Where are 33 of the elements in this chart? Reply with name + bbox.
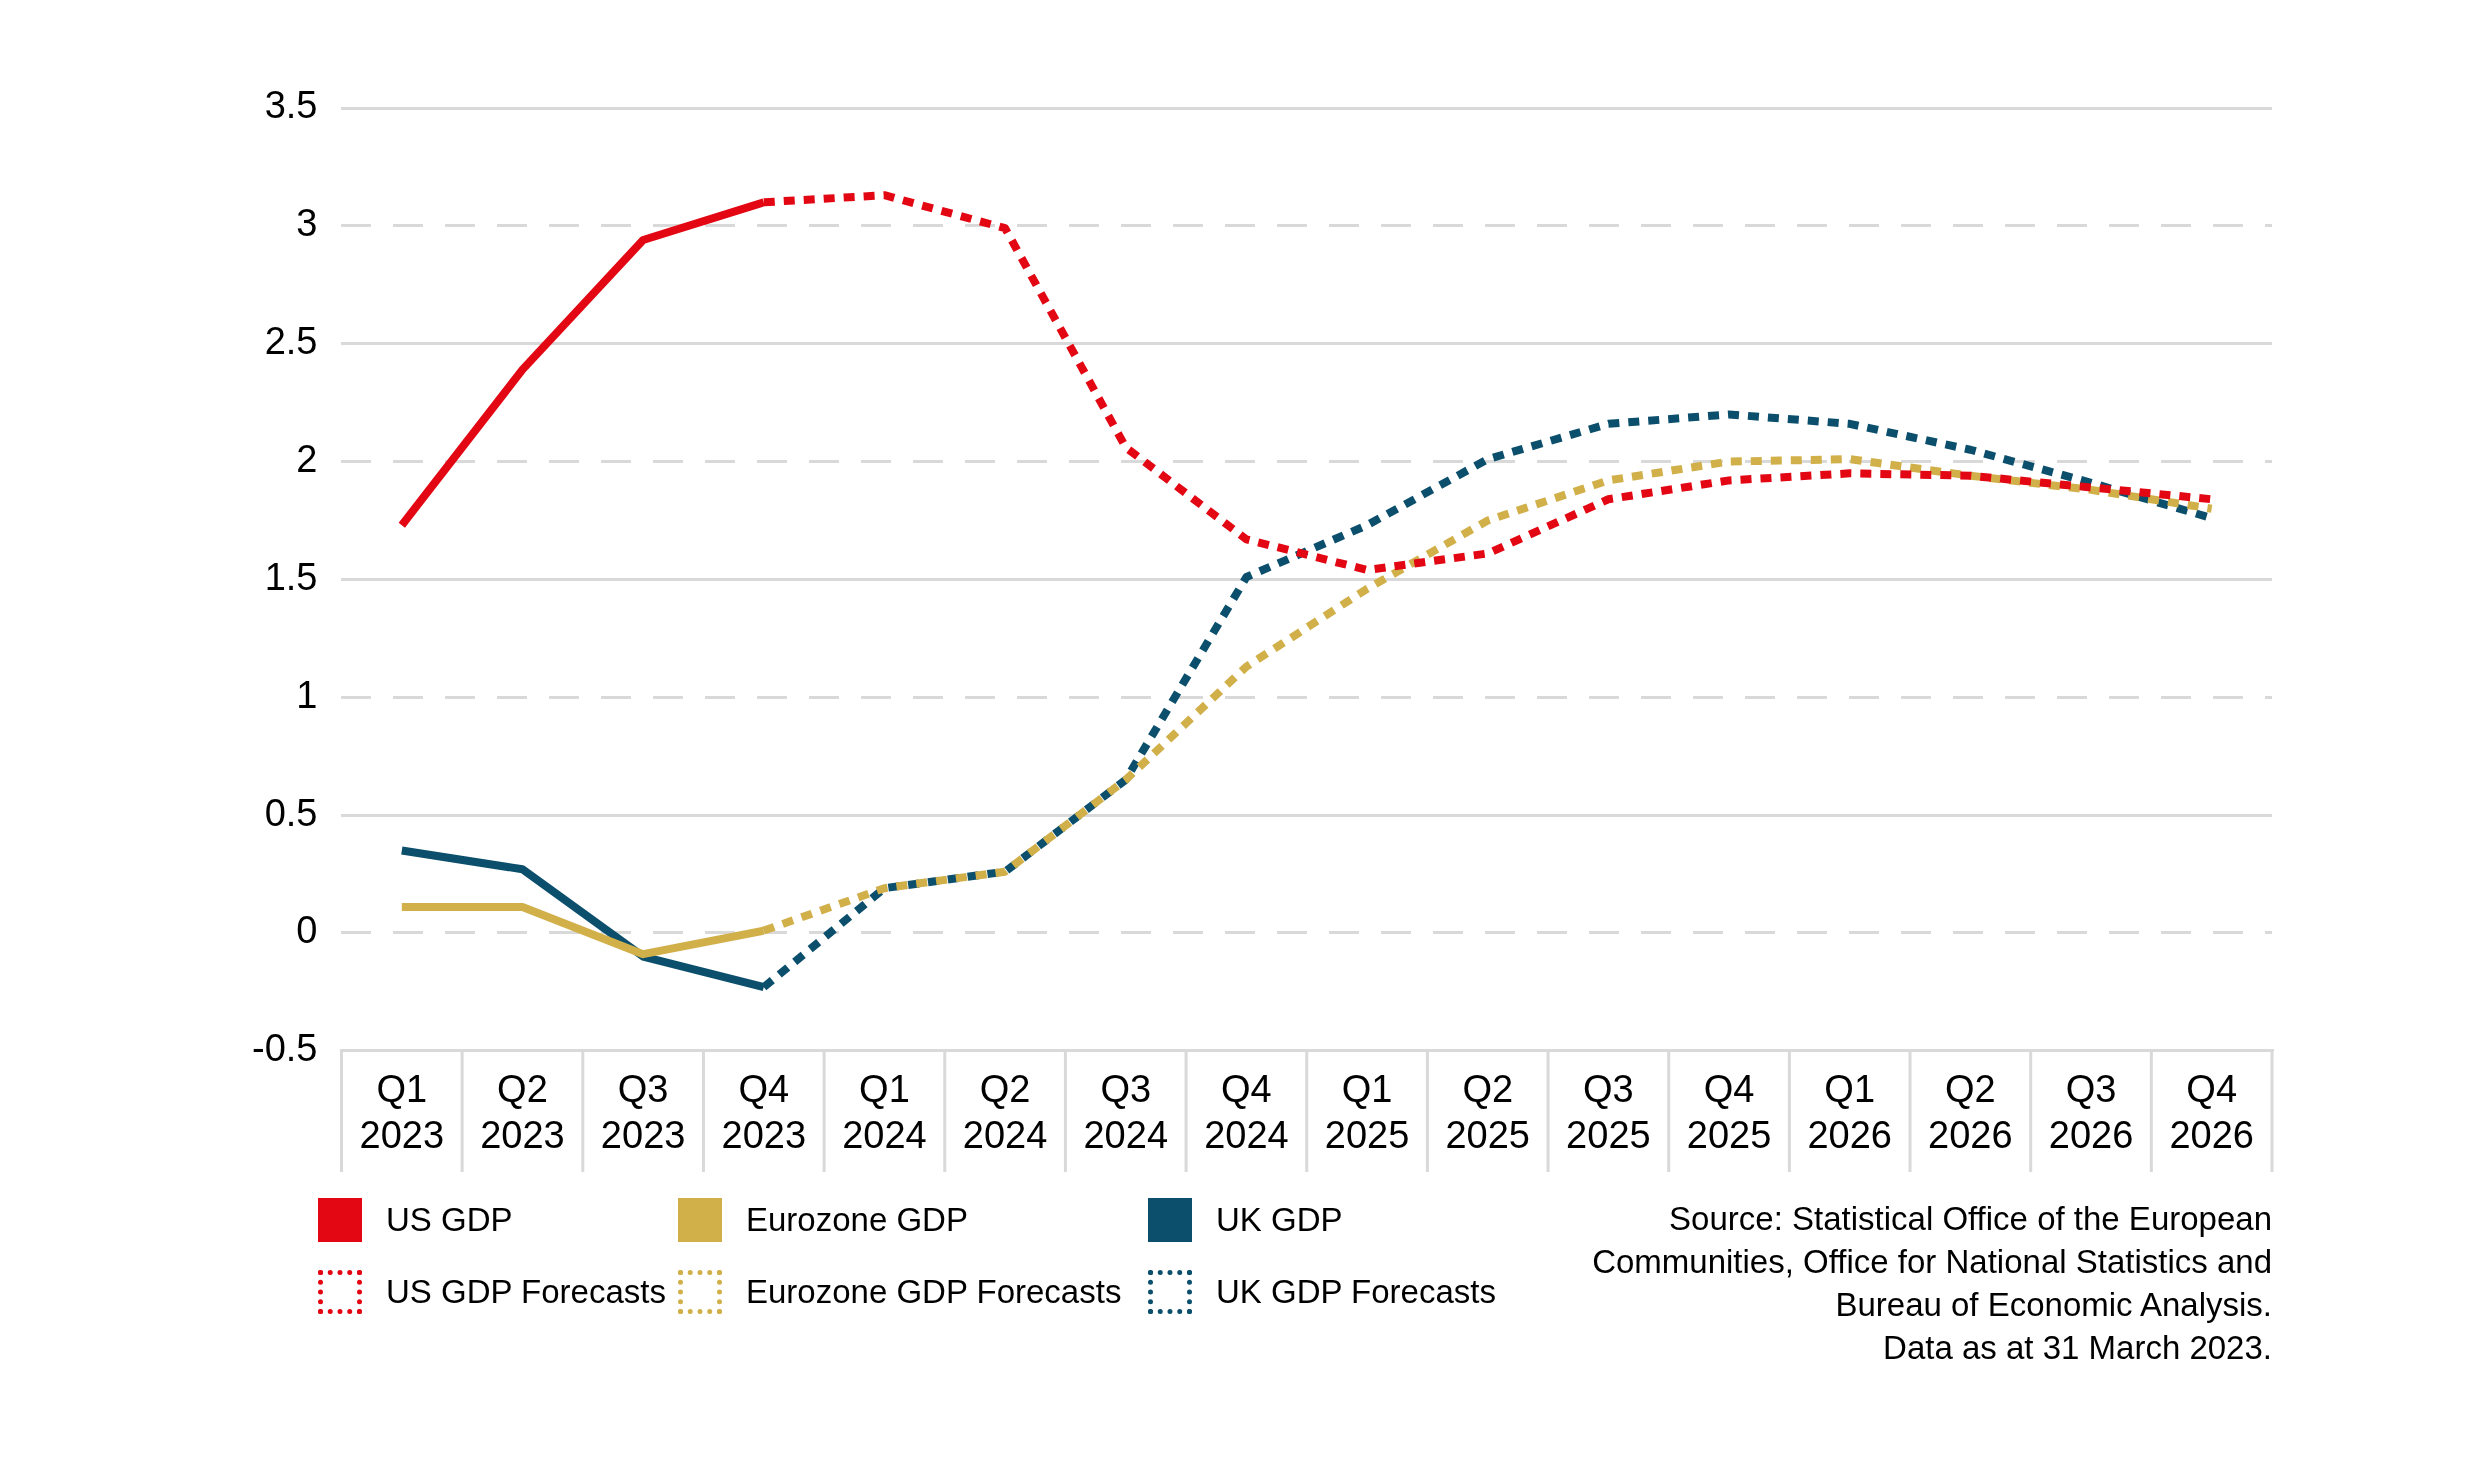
x-tick-label: Q1 2026 (1807, 1068, 1892, 1156)
x-tick-label: Q2 2024 (962, 1068, 1048, 1156)
x-tick-label: Q4 2026 (2169, 1068, 2254, 1156)
x-tick-label: Q3 2023 (600, 1068, 686, 1156)
legend-label: US GDP Forecasts (386, 1273, 666, 1311)
x-tick-label: Q2 2025 (1445, 1068, 1530, 1156)
y-tick-label: 0.5 (264, 791, 318, 834)
x-tick-label: Q3 2024 (1083, 1068, 1169, 1156)
x-tick-label: Q3 2026 (2048, 1068, 2134, 1156)
x-tick-label: Q2 2026 (1928, 1068, 2013, 1156)
x-tick-label: Q1 2024 (842, 1068, 927, 1156)
source-note: Source: Statistical Office of the European Communities, Office for National Statistics and Bureau of Economic Analysis. (1591, 1199, 2272, 1325)
y-tick-label: 3.5 (264, 84, 318, 127)
y-tick-label: 2 (296, 438, 318, 481)
y-tick-label: 2.5 (264, 320, 318, 363)
y-tick-label: 0 (296, 909, 318, 952)
legend-label: US GDP (386, 1201, 513, 1239)
x-tick-label: Q1 2025 (1324, 1068, 1410, 1156)
legend-label: Eurozone GDP (746, 1201, 968, 1239)
y-tick-label: -0.5 (252, 1027, 318, 1070)
legend-label: UK GDP Forecasts (1216, 1273, 1496, 1311)
x-tick-label: Q1 2023 (359, 1068, 445, 1156)
y-tick-label: 1.5 (264, 555, 318, 598)
legend-label: Eurozone GDP Forecasts (746, 1273, 1122, 1311)
legend-label: UK GDP (1216, 1201, 1343, 1239)
x-tick-label: Q2 2023 (480, 1068, 565, 1156)
text: Data as at 31 March 2023. (1882, 1327, 2272, 1368)
y-tick-label: 1 (296, 673, 318, 716)
x-tick-label: Q4 2023 (721, 1068, 807, 1156)
x-tick-label: Q4 2025 (1686, 1068, 1772, 1156)
x-tick-label: Q4 2024 (1204, 1068, 1289, 1156)
y-tick-label: 3 (296, 202, 318, 245)
x-tick-label: Q3 2025 (1566, 1068, 1651, 1156)
